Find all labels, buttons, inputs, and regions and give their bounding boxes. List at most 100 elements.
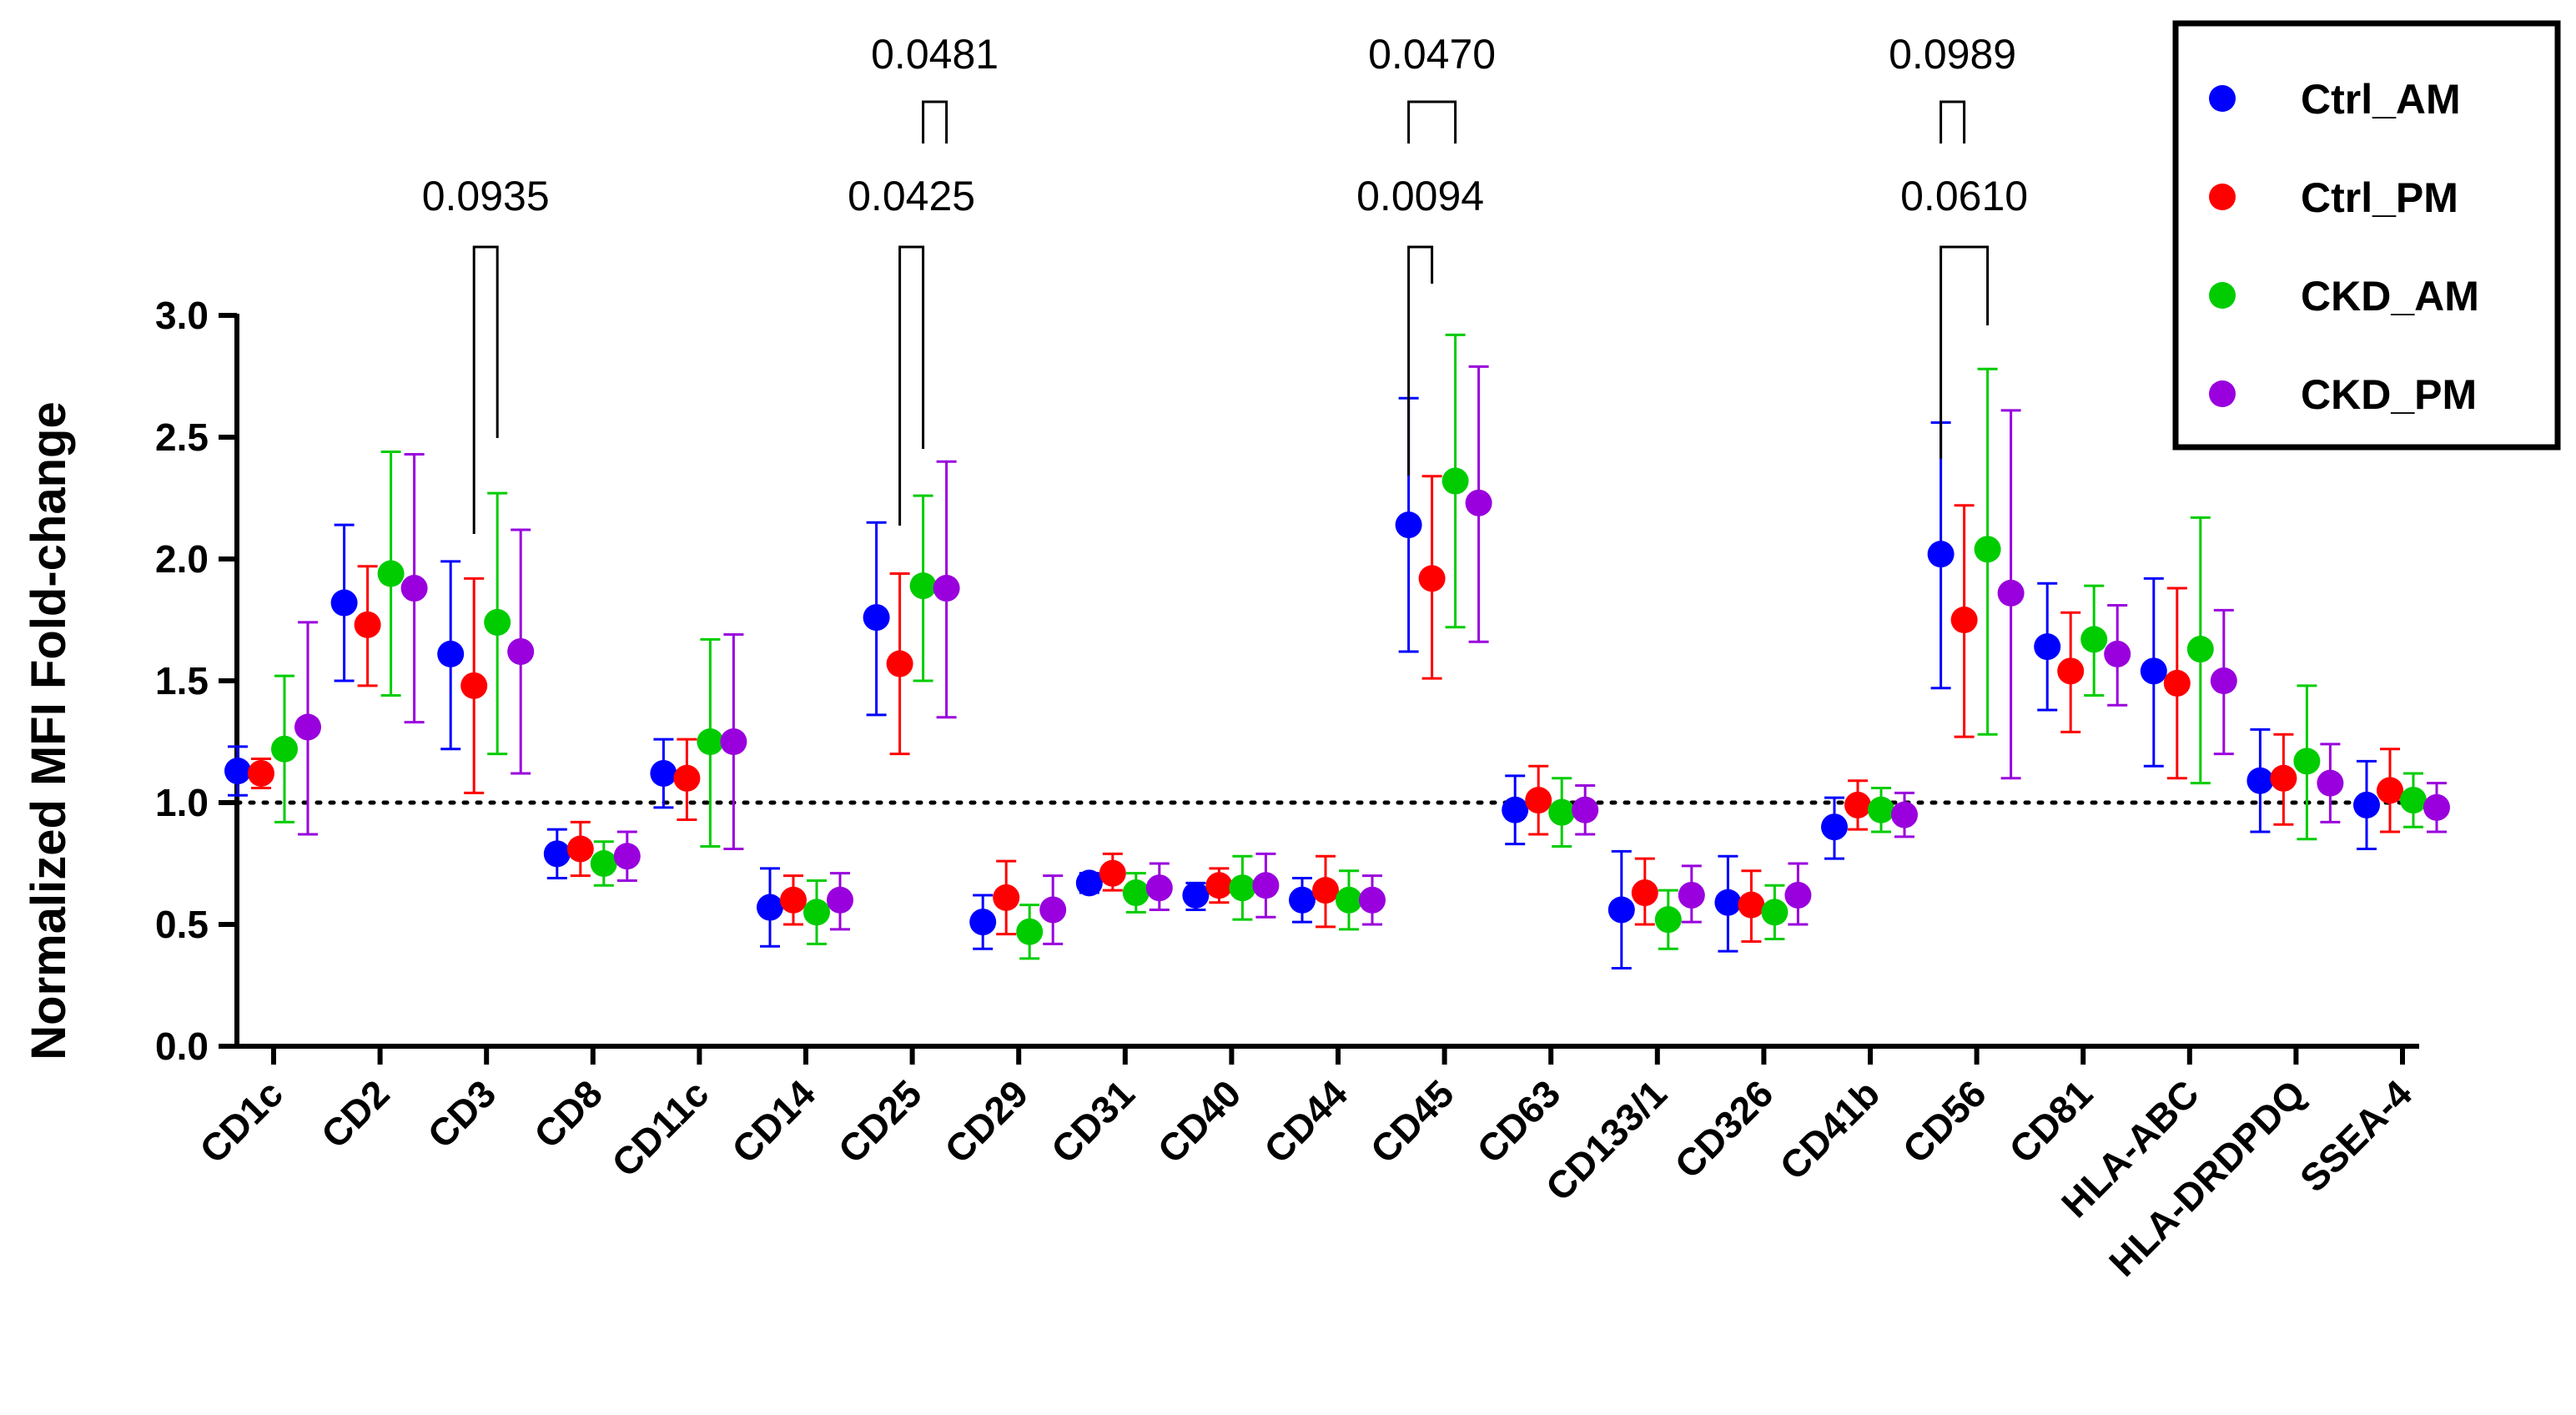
data-point	[2246, 767, 2274, 794]
data-point	[780, 886, 807, 914]
data-point	[460, 672, 488, 699]
x-tick-label: CD1c	[191, 1071, 291, 1171]
data-point	[2353, 791, 2380, 818]
p-value-label: 0.0989	[1889, 31, 2016, 78]
bracket-line	[898, 245, 925, 526]
y-tick-label: 2.5	[155, 415, 209, 459]
legend-item: Ctrl_AM	[2209, 76, 2461, 123]
x-tick-label: CD41b	[1771, 1071, 1888, 1188]
data-point	[248, 759, 274, 787]
data-point	[1525, 787, 1552, 814]
x-tick-label: CD31	[1043, 1071, 1143, 1171]
data-point	[803, 899, 830, 926]
x-tick-label: CD8	[526, 1071, 611, 1156]
series-Ctrl_AM	[224, 396, 2380, 970]
data-point	[1465, 489, 1492, 516]
y-tick-label: 1.0	[155, 781, 209, 824]
data-point	[224, 758, 251, 785]
data-point	[1950, 607, 1978, 633]
bracket-line	[922, 100, 948, 144]
data-point	[1145, 874, 1173, 902]
data-point	[1997, 579, 2025, 607]
data-point	[1039, 896, 1067, 924]
x-tick-label: CD3	[419, 1071, 504, 1156]
y-tick-label: 2.0	[155, 537, 209, 581]
x-tick-label: CD326	[1666, 1071, 1781, 1186]
data-point	[969, 909, 997, 936]
data-point	[1654, 906, 1682, 934]
p-value-bracket: 0.0481	[871, 31, 999, 144]
data-point	[1016, 918, 1044, 945]
y-tick-label: 1.5	[155, 659, 209, 702]
data-point	[484, 608, 511, 636]
data-point	[1631, 879, 1658, 907]
legend-marker	[2209, 85, 2236, 112]
data-point	[1678, 881, 1705, 909]
data-point	[2423, 793, 2450, 821]
data-point	[437, 640, 465, 667]
data-point	[1395, 511, 1422, 539]
p-value-bracket: 0.0425	[848, 173, 975, 526]
data-point	[354, 611, 381, 638]
data-point	[1784, 881, 1812, 909]
data-point	[1974, 536, 2001, 563]
data-point	[2140, 657, 2167, 685]
data-point	[909, 572, 937, 600]
data-point	[2057, 657, 2085, 685]
data-point	[1122, 879, 1150, 907]
series-CKD_PM	[294, 365, 2450, 945]
data-point	[2317, 769, 2344, 797]
data-point	[757, 894, 783, 921]
y-tick-label: 0.0	[155, 1025, 209, 1068]
data-point	[673, 764, 701, 792]
p-value-label: 0.0425	[848, 173, 975, 219]
legend-label: CKD_AM	[2301, 273, 2479, 320]
data-point	[330, 589, 358, 617]
data-point	[400, 575, 428, 602]
data-marks	[224, 333, 2450, 970]
data-point	[1844, 791, 1871, 818]
data-point	[294, 713, 321, 741]
legend-item: Ctrl_PM	[2209, 174, 2458, 221]
x-tick-label: SSEA-4	[2292, 1071, 2421, 1201]
legend-label: Ctrl_PM	[2301, 174, 2458, 221]
data-point	[377, 560, 405, 587]
p-value-bracket: 0.0610	[1900, 173, 2028, 459]
legend-label: CKD_PM	[2301, 371, 2477, 418]
x-tick-label: CD2	[313, 1071, 398, 1156]
legend-marker	[2209, 184, 2236, 210]
y-axis-title: Normalized MFI Fold-change	[22, 401, 76, 1060]
data-point	[1099, 859, 1126, 887]
p-value-bracket: 0.0094	[1356, 173, 1484, 476]
p-value-label: 0.0481	[871, 31, 999, 78]
x-tick-label: CD14	[723, 1071, 823, 1171]
data-point	[1359, 886, 1386, 914]
data-point	[1927, 541, 1955, 568]
p-value-label: 0.0094	[1356, 173, 1484, 219]
p-value-label: 0.0470	[1368, 31, 1496, 78]
data-point	[271, 735, 298, 763]
p-value-bracket: 0.0989	[1889, 31, 2016, 144]
data-point	[2034, 633, 2061, 661]
series-Ctrl_PM	[248, 475, 2403, 943]
data-point	[1572, 796, 1599, 823]
p-value-label: 0.0935	[422, 173, 550, 219]
data-point	[543, 840, 571, 868]
bracket-line	[1407, 100, 1457, 144]
data-point	[1761, 899, 1789, 926]
data-point	[863, 604, 890, 632]
y-tick-label: 0.5	[155, 903, 209, 946]
legend: Ctrl_AM Ctrl_PM CKD_AM CKD_PM	[2172, 20, 2561, 451]
x-tick-label: HLA-DRDPDQ	[2101, 1071, 2313, 1284]
data-point	[1714, 889, 1742, 916]
bracket-line	[1940, 100, 1966, 144]
data-point	[827, 886, 853, 914]
data-point	[590, 850, 617, 877]
data-point	[1548, 798, 1576, 826]
data-point	[1075, 869, 1103, 897]
data-point	[2400, 787, 2427, 814]
data-point	[2104, 640, 2131, 667]
data-point	[1312, 877, 1339, 904]
data-point	[993, 884, 1020, 911]
